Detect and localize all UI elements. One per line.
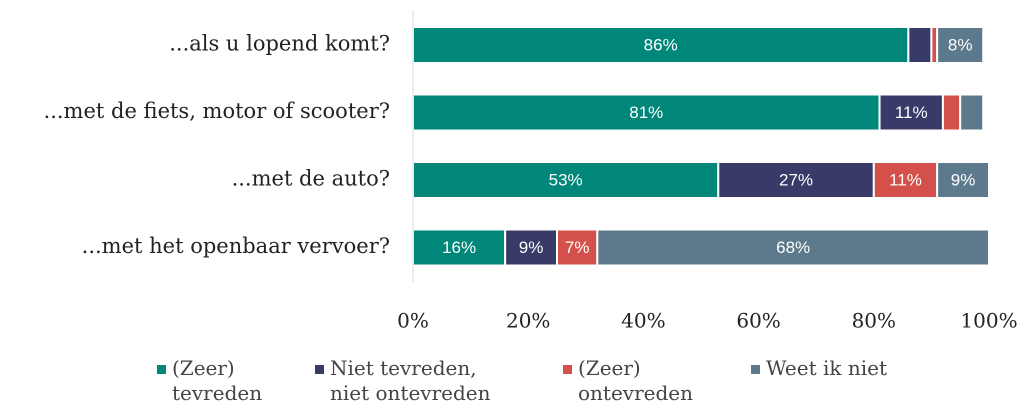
legend-item: Niet tevreden, niet ontevreden [315, 356, 505, 406]
data-label: 8% [948, 35, 973, 54]
data-label: 53% [549, 170, 583, 189]
data-label: 81% [629, 103, 663, 122]
bar-segment [936, 161, 990, 199]
data-label: 7% [565, 238, 590, 257]
bar-segment [907, 26, 933, 64]
category-label: ...met de auto? [232, 167, 390, 191]
bar-segment [717, 161, 875, 199]
data-label: 86% [644, 35, 678, 54]
bar-segment [941, 93, 962, 132]
bar-segment [412, 228, 507, 267]
bar-segment [412, 161, 720, 199]
data-label: 27% [779, 170, 813, 189]
legend-swatch [157, 365, 166, 374]
bar-segment [504, 228, 559, 267]
legend-label: (Zeer) ontevreden [578, 356, 694, 405]
legend-item: (Zeer) ontevreden [563, 356, 698, 406]
x-tick-label: 40% [621, 309, 665, 333]
legend-label: Niet tevreden, niet ontevreden [330, 356, 491, 405]
legend-label: (Zeer) tevreden [172, 356, 263, 405]
x-tick-label: 100% [960, 309, 1017, 333]
legend-swatch [315, 365, 324, 374]
data-label: 11% [895, 103, 928, 122]
legend-item: (Zeer) tevreden [157, 356, 267, 406]
legend-swatch [751, 365, 760, 374]
data-label: 68% [776, 238, 810, 257]
legend-item: Weet ik niet [751, 356, 966, 381]
bar-segment [596, 228, 990, 267]
data-label: 16% [442, 238, 476, 257]
legend-label: Weet ik niet [766, 356, 888, 380]
data-label: 9% [951, 170, 976, 189]
data-label: 11% [889, 170, 922, 189]
x-tick-label: 20% [506, 309, 550, 333]
bar-segment [872, 161, 939, 199]
bar-segment [936, 26, 985, 64]
legend-swatch [563, 365, 572, 374]
x-tick-label: 80% [852, 309, 896, 333]
chart: ...als u lopend komt? 86% 8% ...met de fiet… [44, 10, 1018, 333]
category-label: ...met het openbaar vervoer? [82, 234, 390, 258]
category-label: ...met de fiets, motor of scooter? [44, 99, 390, 123]
x-tick-label: 0% [397, 309, 429, 333]
x-tick-label: 60% [736, 309, 780, 333]
category-label: ...als u lopend komt? [169, 32, 390, 56]
data-label: 9% [519, 238, 544, 257]
legend: (Zeer) tevreden Niet tevreden, niet ontev… [0, 356, 1025, 408]
bar-segment [959, 93, 985, 132]
bar-segment [556, 228, 599, 267]
